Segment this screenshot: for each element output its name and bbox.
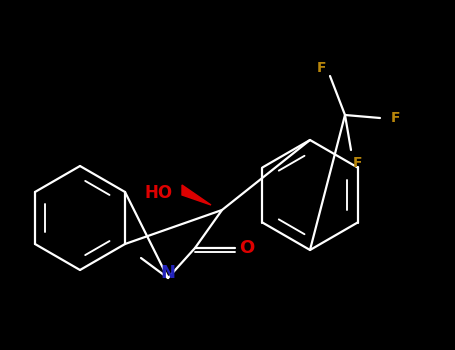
Polygon shape (182, 185, 211, 205)
Text: F: F (317, 61, 327, 75)
Text: F: F (352, 156, 362, 170)
Text: F: F (390, 111, 400, 125)
Text: O: O (239, 239, 255, 257)
Text: N: N (161, 264, 176, 282)
Text: HO: HO (145, 184, 173, 202)
